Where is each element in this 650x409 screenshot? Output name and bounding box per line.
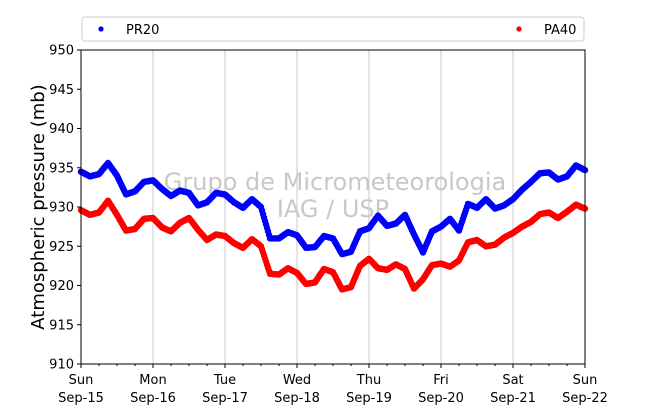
x-tick-date: Sep-22 [562,391,608,406]
y-tick-label: 950 [49,44,74,59]
y-tick-label: 930 [49,201,74,216]
legend-label-pa40: PA40 [544,23,576,38]
x-tick-day: Sat [502,373,523,388]
y-tick-label: 945 [49,83,74,98]
y-axis: 910 915 920 925 930 935 940 945 950 [49,44,81,373]
series-pa40 [77,197,589,293]
x-tick-day: Sun [69,373,94,388]
x-tick-date: Sep-15 [58,391,104,406]
y-tick-label: 935 [49,161,74,176]
x-tick-day: Sun [573,373,598,388]
x-tick-day: Thu [356,373,381,388]
x-tick-date: Sep-16 [130,391,176,406]
legend-box [81,16,585,42]
x-tick-day: Mon [139,373,166,388]
x-tick-day: Wed [283,373,311,388]
series-pr20 [77,159,589,258]
series-layer [77,159,589,293]
vertical-grid [152,50,514,364]
x-tick-date: Sep-21 [490,391,536,406]
x-tick-date: Sep-20 [418,391,464,406]
y-tick-label: 910 [49,358,74,373]
legend-marker-pr20 [98,26,104,32]
y-tick-label: 925 [49,240,74,255]
legend-label-pr20: PR20 [126,23,159,38]
x-tick-date: Sep-19 [346,391,392,406]
legend-marker-pa40 [516,26,522,32]
watermark-line-2: IAG / USP [277,195,389,223]
x-axis: Sun Sep-15 Mon Sep-16 Tue Sep-17 Wed Sep-18 Thu S… [58,364,608,406]
y-axis-label: Atmospheric pressure (mb) [28,84,49,329]
y-tick-label: 940 [49,122,74,137]
x-tick-day: Fri [433,373,449,388]
legend: PR20 PA40 [81,16,585,42]
x-tick-date: Sep-17 [202,391,248,406]
y-tick-label: 920 [49,279,74,294]
x-tick-date: Sep-18 [274,391,320,406]
x-tick-day: Tue [213,373,236,388]
y-tick-label: 915 [49,318,74,333]
